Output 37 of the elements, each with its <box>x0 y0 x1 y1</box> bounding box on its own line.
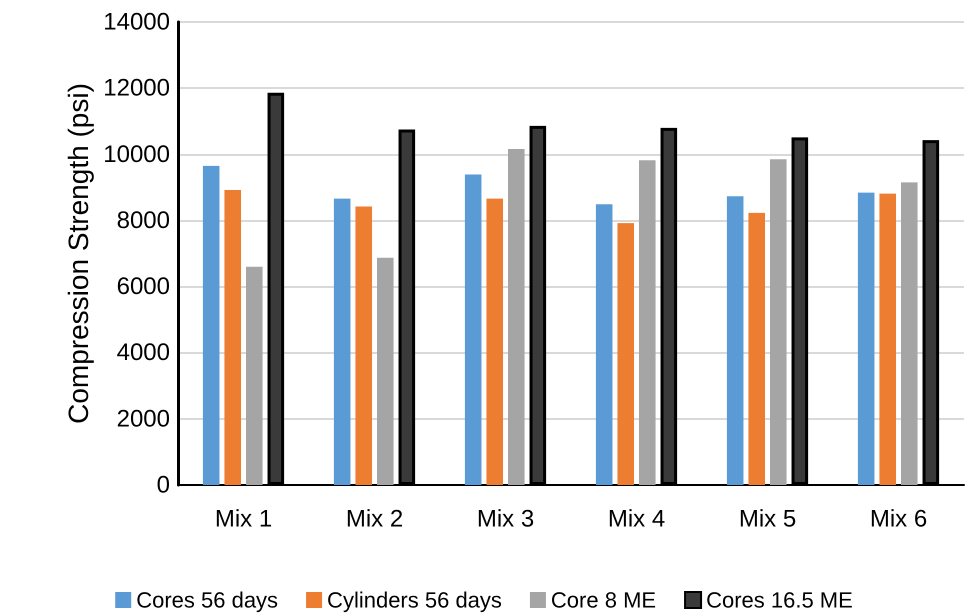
bar <box>202 166 220 485</box>
bar <box>224 190 242 485</box>
legend-label: Cylinders 56 days <box>327 588 502 612</box>
x-tick-label: Mix 5 <box>738 506 796 532</box>
y-tick-label: 0 <box>156 472 170 498</box>
y-axis-title: Compression Strength (psi) <box>62 83 94 424</box>
bar <box>596 204 612 485</box>
bar <box>334 198 350 485</box>
x-tick-label: Mix 4 <box>608 506 666 532</box>
x-tick-label: Mix 2 <box>346 506 404 532</box>
bar <box>748 212 766 485</box>
y-tick-label: 10000 <box>103 140 170 168</box>
bar <box>638 160 656 485</box>
bar <box>617 223 634 485</box>
bar <box>486 198 504 485</box>
y-tick-label: 12000 <box>103 74 170 102</box>
y-tick-label: 8000 <box>116 206 170 234</box>
x-tick-label: Mix 1 <box>214 506 272 532</box>
x-tick-label: Mix 6 <box>870 506 928 532</box>
bar <box>726 196 744 485</box>
bar <box>879 194 896 485</box>
bar <box>464 174 482 485</box>
y-tick-label: 6000 <box>116 273 170 300</box>
bar <box>246 266 263 485</box>
bar <box>858 192 874 485</box>
bar <box>770 159 787 485</box>
bar <box>900 182 918 485</box>
y-tick-label: 4000 <box>116 339 170 366</box>
bar <box>508 148 525 485</box>
y-tick-label: 14000 <box>103 8 170 36</box>
legend-label: Cores 16.5 ME <box>706 588 853 612</box>
x-tick-label: Mix 3 <box>476 506 534 532</box>
legend-label: Core 8 ME <box>550 588 656 612</box>
y-tick-label: 2000 <box>116 405 170 432</box>
legend-label: Cores 56 days <box>136 588 278 612</box>
bar <box>355 206 372 485</box>
bar <box>376 258 394 485</box>
